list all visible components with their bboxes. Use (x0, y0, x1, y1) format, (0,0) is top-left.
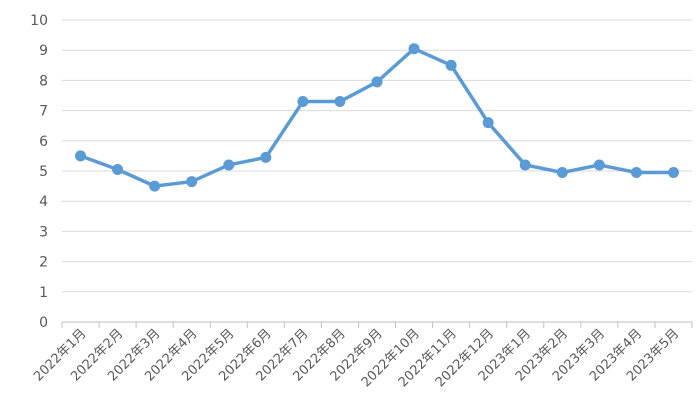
y-tick-label: 7 (39, 104, 48, 120)
data-point (445, 59, 457, 71)
data-point (482, 117, 494, 129)
data-point (593, 159, 605, 171)
data-point (149, 180, 161, 192)
data-point (630, 167, 642, 179)
y-tick-label: 4 (39, 194, 48, 210)
series-layer (75, 43, 679, 192)
data-point (371, 76, 383, 88)
gridlines (62, 19, 692, 293)
y-axis-tick-labels: 0 1 2 3 4 5 6 7 8 9 10 (30, 13, 48, 331)
y-tick-label: 9 (39, 43, 48, 59)
data-point (334, 96, 346, 108)
y-tick-label: 2 (39, 255, 48, 271)
y-tick-label: 8 (39, 73, 48, 89)
y-tick-label: 3 (39, 224, 48, 240)
x-axis (61, 321, 693, 328)
data-point (75, 150, 87, 162)
data-point (112, 163, 124, 175)
data-point (556, 167, 568, 179)
data-point (519, 159, 531, 171)
data-point (223, 159, 235, 171)
data-point (408, 43, 420, 55)
data-point (186, 176, 198, 188)
y-tick-label: 6 (39, 134, 48, 150)
data-point (667, 167, 679, 179)
x-axis-tick-labels: 2022年1月2022年2月2022年3月2022年4月2022年5月2022年… (31, 326, 682, 390)
data-point (260, 151, 272, 163)
y-tick-label: 1 (39, 285, 48, 301)
y-tick-label: 10 (30, 13, 48, 29)
y-tick-label: 0 (39, 315, 48, 331)
data-point (297, 96, 309, 108)
series-line (78, 46, 676, 188)
y-tick-label: 5 (39, 164, 48, 180)
